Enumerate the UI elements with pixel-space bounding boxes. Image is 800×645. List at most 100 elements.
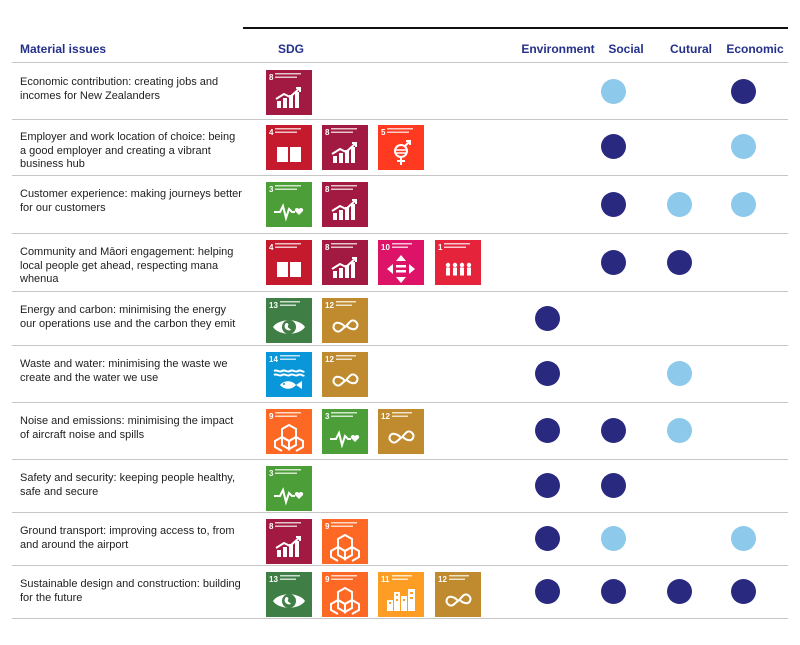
- equality-arrows-icon: [387, 255, 415, 283]
- economic-partial-indicator: [730, 526, 756, 551]
- svg-text:12: 12: [381, 412, 390, 421]
- environment-full-indicator: [534, 526, 560, 551]
- header-social: Social: [608, 42, 644, 56]
- social-partial-indicator: [600, 78, 626, 104]
- material-issue-text: Noise and emissions: minimising the impa…: [20, 415, 234, 441]
- sdg-8-tile: 8: [266, 70, 312, 115]
- infinity-icon: [332, 373, 359, 387]
- material-issue-text: Community and Māori engagement: helping …: [20, 246, 234, 285]
- cubes-icon: [330, 586, 360, 615]
- sdg-3-tile: 3: [266, 182, 312, 227]
- sdg-10-tile: 10: [378, 240, 424, 285]
- economic-partial-indicator: [730, 191, 756, 217]
- material-issue-text: Employer and work location of choice: be…: [20, 131, 236, 170]
- material-issue-text: Ground transport: improving access to, f…: [20, 525, 235, 551]
- svg-text:8: 8: [325, 243, 330, 252]
- material-issue-text: Sustainable design and construction: bui…: [20, 578, 241, 604]
- social-partial-indicator: [600, 526, 626, 551]
- cultural-partial-indicator: [666, 418, 692, 443]
- sdg-4-tile: 4: [266, 240, 312, 285]
- svg-text:5: 5: [381, 128, 386, 137]
- svg-text:3: 3: [325, 412, 330, 421]
- growth-chart-icon: [275, 536, 301, 557]
- environment-full-indicator: [534, 305, 560, 331]
- sdg-12-tile: 12: [435, 572, 481, 617]
- cubes-icon: [274, 423, 304, 452]
- environment-full-indicator: [534, 579, 560, 604]
- heartbeat-icon: [274, 487, 304, 506]
- svg-text:1: 1: [438, 243, 443, 252]
- social-full-indicator: [600, 473, 626, 498]
- social-full-indicator: [600, 191, 626, 217]
- city-icon: [387, 589, 415, 611]
- infinity-icon: [388, 430, 415, 444]
- sdg-8-tile: 8: [322, 182, 368, 227]
- heartbeat-icon: [330, 430, 360, 449]
- sdg-12-tile: 12: [322, 352, 368, 397]
- svg-text:12: 12: [325, 355, 334, 364]
- sdg-8-tile: 8: [322, 125, 368, 170]
- sdg-3-tile: 3: [266, 466, 312, 511]
- cultural-full-indicator: [666, 249, 692, 275]
- svg-text:13: 13: [269, 301, 278, 310]
- sdg-13-tile: 13: [266, 298, 312, 343]
- header-cultural: Cutural: [670, 42, 712, 56]
- sdg-12-tile: 12: [378, 409, 424, 454]
- growth-chart-icon: [331, 142, 357, 163]
- fish-icon: [273, 369, 305, 389]
- sdg-3-tile: 3: [322, 409, 368, 454]
- sdg-8-tile: 8: [266, 519, 312, 564]
- header-top-rule: [243, 27, 788, 29]
- social-full-indicator: [600, 134, 626, 159]
- header-economic: Economic: [726, 42, 784, 56]
- svg-text:4: 4: [269, 243, 274, 252]
- svg-text:11: 11: [381, 575, 390, 584]
- heartbeat-icon: [274, 203, 304, 222]
- svg-text:14: 14: [269, 355, 278, 364]
- table-row: Waste and water: minimising the waste we…: [12, 345, 788, 403]
- svg-text:8: 8: [269, 522, 274, 531]
- sdg-1-tile: 1: [435, 240, 481, 285]
- svg-text:12: 12: [438, 575, 447, 584]
- social-full-indicator: [600, 249, 626, 275]
- infinity-icon: [332, 319, 359, 333]
- sdg-9-tile: 9: [322, 572, 368, 617]
- growth-chart-icon: [275, 87, 301, 108]
- sdg-4-tile: 4: [266, 125, 312, 170]
- cultural-partial-indicator: [666, 191, 692, 217]
- svg-text:8: 8: [325, 185, 330, 194]
- book-icon: [277, 262, 301, 277]
- sdg-12-tile: 12: [322, 298, 368, 343]
- people-icon: [445, 262, 472, 276]
- growth-chart-icon: [331, 199, 357, 220]
- environment-full-indicator: [534, 361, 560, 386]
- sdg-9-tile: 9: [266, 409, 312, 454]
- cultural-partial-indicator: [666, 361, 692, 386]
- economic-partial-indicator: [730, 134, 756, 159]
- table-row: Sustainable design and construction: bui…: [12, 565, 788, 619]
- svg-text:12: 12: [325, 301, 334, 310]
- svg-text:10: 10: [381, 243, 390, 252]
- material-issue-text: Waste and water: minimising the waste we…: [20, 358, 228, 384]
- table-row: Community and Māori engagement: helping …: [12, 233, 788, 292]
- svg-text:8: 8: [325, 128, 330, 137]
- cultural-full-indicator: [666, 579, 692, 604]
- infinity-icon: [445, 593, 472, 607]
- sdg-8-tile: 8: [322, 240, 368, 285]
- cubes-icon: [330, 533, 360, 562]
- svg-text:3: 3: [269, 185, 274, 194]
- header-material-issues: Material issues: [20, 42, 107, 56]
- material-issue-text: Customer experience: making journeys bet…: [20, 188, 242, 214]
- growth-chart-icon: [331, 257, 357, 278]
- material-issue-text: Economic contribution: creating jobs and…: [20, 76, 219, 102]
- table-row: Ground transport: improving access to, f…: [12, 512, 788, 566]
- table-row: Employer and work location of choice: be…: [12, 118, 788, 176]
- table-row: Energy and carbon: minimising the energy…: [12, 291, 788, 346]
- material-issue-text: Energy and carbon: minimising the energy…: [20, 304, 236, 330]
- economic-full-indicator: [730, 78, 756, 104]
- sdg-5-tile: 5: [378, 125, 424, 170]
- table-row: Economic contribution: creating jobs and…: [12, 62, 788, 120]
- social-full-indicator: [600, 418, 626, 443]
- sdg-14-tile: 14: [266, 352, 312, 397]
- sdg-9-tile: 9: [322, 519, 368, 564]
